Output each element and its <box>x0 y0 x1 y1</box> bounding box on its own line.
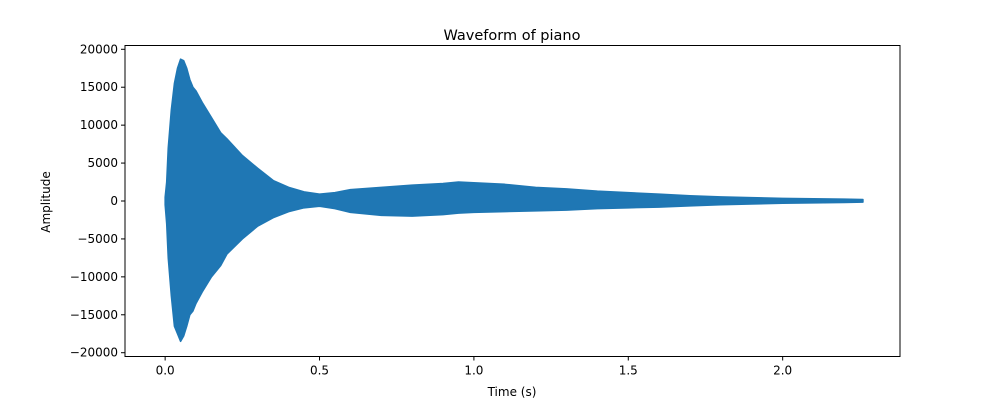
waveform-series-area <box>164 58 864 343</box>
x-tick-label: 1.0 <box>464 364 483 378</box>
x-tick-label: 1.5 <box>619 364 638 378</box>
x-tick-label: 0.0 <box>156 364 175 378</box>
x-axis-label: Time (s) <box>487 385 537 399</box>
y-axis-label: Amplitude <box>39 171 53 233</box>
y-tick-label: −10000 <box>70 270 118 284</box>
y-tick-label: −15000 <box>70 308 118 322</box>
plot-area <box>164 58 864 343</box>
y-tick-label: 0 <box>110 194 118 208</box>
y-axis: −20000 −15000 −10000 −5000 0 5000 10000 15000 20… <box>70 42 125 360</box>
y-tick-label: −20000 <box>70 346 118 360</box>
chart-title: Waveform of piano <box>444 28 581 44</box>
y-tick-label: 10000 <box>80 118 118 132</box>
x-axis: 0.0 0.5 1.0 1.5 2.0 <box>156 356 792 378</box>
y-tick-label: −5000 <box>77 232 118 246</box>
x-tick-label: 2.0 <box>773 364 792 378</box>
y-tick-label: 5000 <box>87 156 118 170</box>
y-tick-label: 15000 <box>80 80 118 94</box>
x-tick-label: 0.5 <box>310 364 329 378</box>
y-tick-label: 20000 <box>80 42 118 56</box>
